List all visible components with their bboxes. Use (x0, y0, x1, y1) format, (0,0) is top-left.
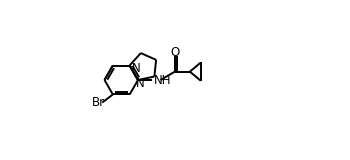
Text: N: N (135, 77, 144, 90)
Text: O: O (170, 46, 180, 59)
Text: N: N (132, 62, 141, 75)
Text: NH: NH (154, 73, 172, 87)
Text: Br: Br (92, 96, 105, 109)
